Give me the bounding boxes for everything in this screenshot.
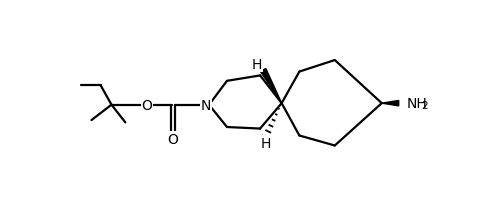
Text: 2: 2 [421, 101, 428, 111]
Text: N: N [201, 98, 211, 112]
Text: O: O [168, 132, 178, 146]
Polygon shape [382, 101, 398, 106]
Polygon shape [260, 69, 281, 104]
Text: O: O [142, 98, 152, 112]
Text: H: H [260, 137, 270, 150]
Text: H: H [252, 58, 262, 71]
Text: NH: NH [406, 97, 427, 111]
